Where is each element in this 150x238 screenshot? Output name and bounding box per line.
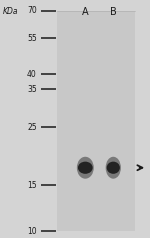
- Ellipse shape: [107, 162, 120, 174]
- Text: KDa: KDa: [3, 7, 18, 15]
- Text: 55: 55: [27, 34, 37, 43]
- Text: B: B: [110, 7, 117, 17]
- Ellipse shape: [106, 157, 121, 179]
- Text: 25: 25: [27, 123, 37, 132]
- Text: 40: 40: [27, 70, 37, 79]
- Text: 10: 10: [27, 227, 37, 236]
- Ellipse shape: [77, 157, 94, 179]
- Bar: [57, 11, 135, 231]
- Text: A: A: [82, 7, 89, 17]
- Text: 70: 70: [27, 6, 37, 15]
- Text: 35: 35: [27, 85, 37, 94]
- Text: 15: 15: [27, 181, 37, 190]
- Ellipse shape: [78, 162, 93, 174]
